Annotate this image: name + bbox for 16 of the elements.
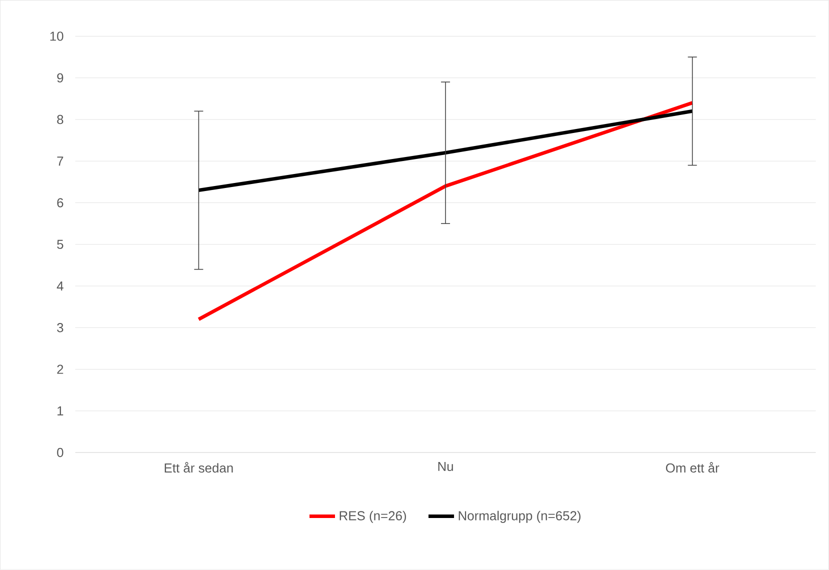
x-tick-label: Nu — [438, 462, 453, 472]
y-tick-label: 0 — [57, 448, 64, 458]
legend-label: Normalgrupp (n=652) — [458, 510, 580, 523]
y-tick-label: 7 — [57, 156, 64, 166]
y-tick-label: 8 — [57, 114, 64, 124]
x-tick-label: Om ett år — [666, 462, 720, 473]
y-tick-label: 5 — [57, 240, 64, 249]
y-tick-label: 10 — [50, 32, 64, 41]
y-tick-label: 4 — [56, 282, 64, 291]
y-tick-label: 6 — [57, 198, 64, 208]
y-tick-label: 3 — [57, 323, 64, 332]
y-tick-label: 9 — [57, 73, 64, 83]
x-tick-label: Ett år sedan — [164, 462, 233, 473]
y-tick-label: 2 — [57, 364, 64, 374]
y-tick-label: 1 — [58, 406, 64, 416]
legend-label: RES (n=26) — [340, 510, 406, 523]
